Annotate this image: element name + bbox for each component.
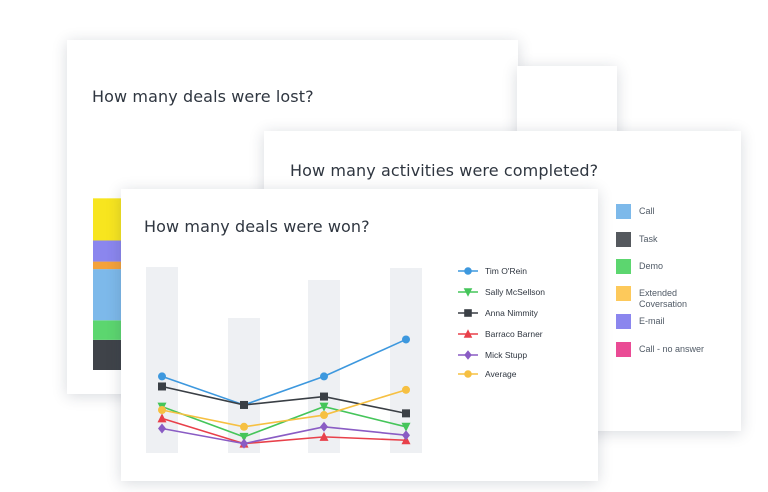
legend-swatch (616, 342, 631, 357)
legend-marker-icon (458, 370, 478, 378)
column-band (390, 268, 422, 453)
legend-marker (464, 370, 472, 378)
data-point (401, 422, 411, 432)
series-line (161, 389, 407, 428)
series-line (161, 417, 407, 445)
legend-marker-icon (458, 350, 478, 360)
activity-legend-item: Call - no answer (616, 342, 709, 357)
legend-marker (464, 350, 472, 360)
legend-marker-icon (458, 288, 478, 297)
won-legend-label: Average (485, 369, 517, 379)
activity-legend-item: Extended Coversation (616, 286, 709, 310)
series-line (161, 405, 407, 438)
data-point (158, 382, 166, 391)
legend-swatch (616, 259, 631, 274)
data-point (158, 406, 166, 414)
data-point (240, 438, 248, 449)
data-point (158, 423, 166, 434)
deals-won-title: How many deals were won? (144, 217, 370, 236)
activity-legend-item: E-mail (616, 314, 709, 329)
data-point (158, 372, 166, 381)
activities-title: How many activities were completed? (290, 161, 599, 180)
deals-lost-title: How many deals were lost? (92, 87, 314, 106)
deals-won-card: How many deals were won? Tim O'Rein Sally… (121, 189, 598, 481)
activity-legend-item: Demo (616, 259, 709, 274)
series-line (161, 425, 407, 445)
data-point (240, 400, 248, 409)
legend-marker (464, 309, 472, 317)
lost-bar-segment (93, 261, 133, 270)
data-point (319, 402, 329, 412)
data-point (402, 409, 410, 418)
legend-swatch (616, 286, 631, 301)
legend-marker-icon (458, 309, 478, 317)
deals-won-chart (146, 267, 422, 453)
won-legend-label: Mick Stupp (485, 350, 528, 360)
data-point (320, 372, 328, 381)
activity-legend-label: Extended Coversation (639, 288, 688, 309)
won-legend-item: Tim O'Rein (457, 265, 527, 277)
data-point (402, 335, 410, 344)
activity-legend-item: Call (616, 204, 709, 219)
activity-legend-label: Demo (639, 261, 664, 271)
activity-legend-label: Call - no answer (639, 344, 705, 354)
data-point (240, 422, 248, 431)
legend-marker-icon (458, 329, 478, 338)
data-point (402, 385, 410, 394)
deals-won-legend: Tim O'Rein Sally McSellson Anna Nimmity Bar… (457, 265, 587, 395)
won-legend-item: Mick Stupp (457, 349, 527, 361)
activity-legend-item: Task (616, 232, 709, 247)
won-legend-item: Sally McSellson (457, 286, 545, 298)
legend-marker (463, 329, 473, 338)
won-legend-label: Tim O'Rein (485, 266, 527, 276)
legend-swatch (616, 232, 631, 247)
activity-legend-label: E-mail (639, 316, 665, 326)
activity-legend-label: Task (639, 234, 658, 244)
data-point (402, 430, 410, 441)
won-legend-item: Average (457, 368, 517, 380)
data-point (320, 411, 328, 420)
won-legend-item: Anna Nimmity (457, 307, 538, 319)
series-line (161, 338, 407, 406)
won-legend-label: Sally McSellson (485, 287, 545, 297)
activity-legend-label: Call (639, 206, 655, 216)
data-point (239, 432, 249, 442)
activities-legend: Call Task Demo Extended Coversation E-mail Ca… (616, 204, 731, 364)
series-line (161, 385, 407, 415)
won-legend-label: Anna Nimmity (485, 308, 538, 318)
won-legend-label: Barraco Barner (485, 329, 543, 339)
legend-swatch (616, 314, 631, 329)
legend-marker (463, 288, 473, 297)
legend-marker-icon (458, 267, 478, 275)
data-point (157, 413, 167, 423)
data-point (319, 431, 329, 441)
legend-swatch (616, 204, 631, 219)
data-point (320, 421, 328, 432)
legend-marker (464, 267, 472, 275)
data-point (320, 392, 328, 401)
won-legend-item: Barraco Barner (457, 328, 543, 340)
